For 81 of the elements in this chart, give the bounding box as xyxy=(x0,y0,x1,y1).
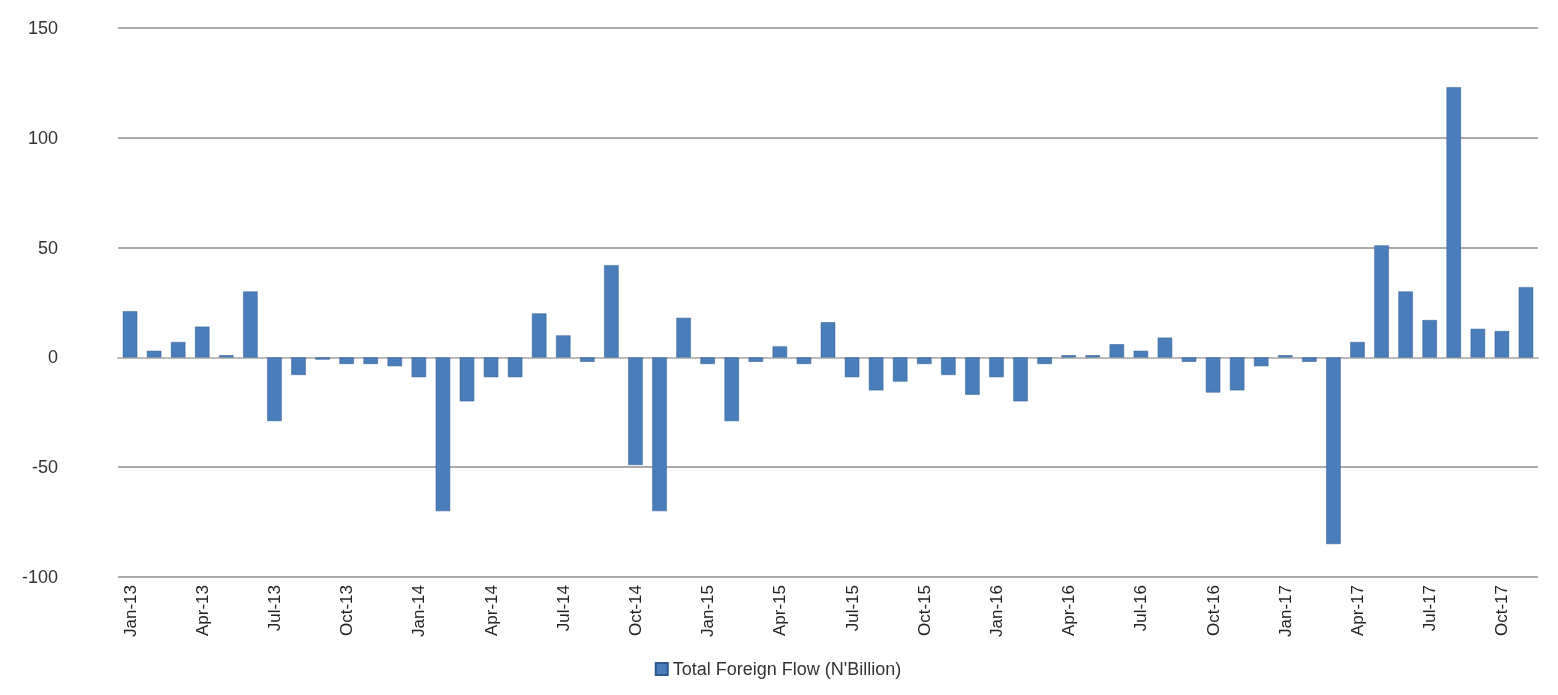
bar xyxy=(1205,357,1221,393)
x-tick-label: Jul-15 xyxy=(842,585,862,632)
bar xyxy=(844,357,860,378)
bar xyxy=(772,346,788,358)
bar xyxy=(291,357,306,375)
bar xyxy=(531,313,547,358)
bar xyxy=(387,357,402,367)
bar xyxy=(628,357,643,465)
bar xyxy=(1109,344,1125,358)
bar xyxy=(146,350,162,358)
bar xyxy=(1302,357,1317,362)
x-tick-label: Oct-15 xyxy=(914,585,934,637)
legend-label: Total Foreign Flow (N'Billion) xyxy=(672,659,902,679)
bar xyxy=(1254,357,1269,367)
bar xyxy=(339,357,354,364)
x-tick-label: Jan-14 xyxy=(409,585,429,637)
bar xyxy=(724,357,739,422)
x-tick-label: Jul-14 xyxy=(553,585,573,632)
bar xyxy=(459,357,475,402)
bar xyxy=(1422,320,1437,358)
bar xyxy=(676,317,691,358)
x-tick-label: Apr-17 xyxy=(1347,585,1367,637)
bar xyxy=(580,357,595,362)
y-tick-label: 0 xyxy=(47,347,58,368)
x-tick-label: Apr-16 xyxy=(1059,585,1079,637)
bar xyxy=(1374,245,1389,358)
bar xyxy=(1037,357,1052,364)
x-tick-label: Jan-16 xyxy=(986,585,1006,637)
bar xyxy=(1398,291,1413,358)
bar xyxy=(1470,328,1486,358)
bar xyxy=(796,357,812,364)
bar xyxy=(435,357,451,512)
x-tick-label: Oct-16 xyxy=(1203,585,1223,637)
x-tick-label: Jan-15 xyxy=(698,585,718,637)
bar xyxy=(122,311,138,358)
y-tick-label: 150 xyxy=(27,18,58,38)
bar xyxy=(604,265,619,358)
x-tick-label: Jul-17 xyxy=(1420,585,1440,632)
bar xyxy=(1446,87,1461,358)
x-tick-label: Jul-16 xyxy=(1131,585,1151,632)
y-tick-label: 50 xyxy=(37,237,58,258)
bar xyxy=(1157,337,1173,358)
bar xyxy=(700,357,715,364)
bar xyxy=(989,357,1004,378)
bar xyxy=(1013,357,1028,402)
bar xyxy=(748,357,764,362)
bar xyxy=(1326,357,1341,545)
bar xyxy=(892,357,908,382)
x-tick-label: Apr-15 xyxy=(770,585,790,637)
bar xyxy=(1494,331,1510,358)
bar xyxy=(965,357,980,395)
bar xyxy=(652,357,667,512)
y-tick-label: -100 xyxy=(21,567,58,587)
x-tick-label: Apr-14 xyxy=(481,585,501,637)
bar xyxy=(507,357,523,378)
y-tick-label: 100 xyxy=(27,127,58,148)
bar xyxy=(170,342,186,358)
bar xyxy=(243,291,258,358)
bar xyxy=(1229,357,1245,391)
x-tick-label: Jan-13 xyxy=(120,585,140,637)
x-tick-label: Oct-17 xyxy=(1492,585,1512,637)
bar xyxy=(1350,342,1365,358)
bar xyxy=(483,357,499,378)
x-tick-label: Oct-14 xyxy=(625,585,645,637)
y-tick-label: -50 xyxy=(31,457,58,478)
bar xyxy=(1133,350,1149,358)
bar xyxy=(941,357,956,375)
bar xyxy=(820,322,836,358)
x-tick-label: Oct-13 xyxy=(337,585,357,637)
x-tick-label: Jul-13 xyxy=(264,585,284,632)
bar xyxy=(917,357,932,364)
bar xyxy=(363,357,378,364)
bar xyxy=(1181,357,1197,362)
bar xyxy=(267,357,282,422)
bar xyxy=(1518,287,1534,358)
bar xyxy=(195,326,210,358)
bar xyxy=(556,335,571,358)
bar xyxy=(411,357,427,378)
x-tick-label: Apr-13 xyxy=(192,585,212,637)
bar xyxy=(868,357,884,391)
x-tick-label: Jan-17 xyxy=(1275,585,1295,637)
